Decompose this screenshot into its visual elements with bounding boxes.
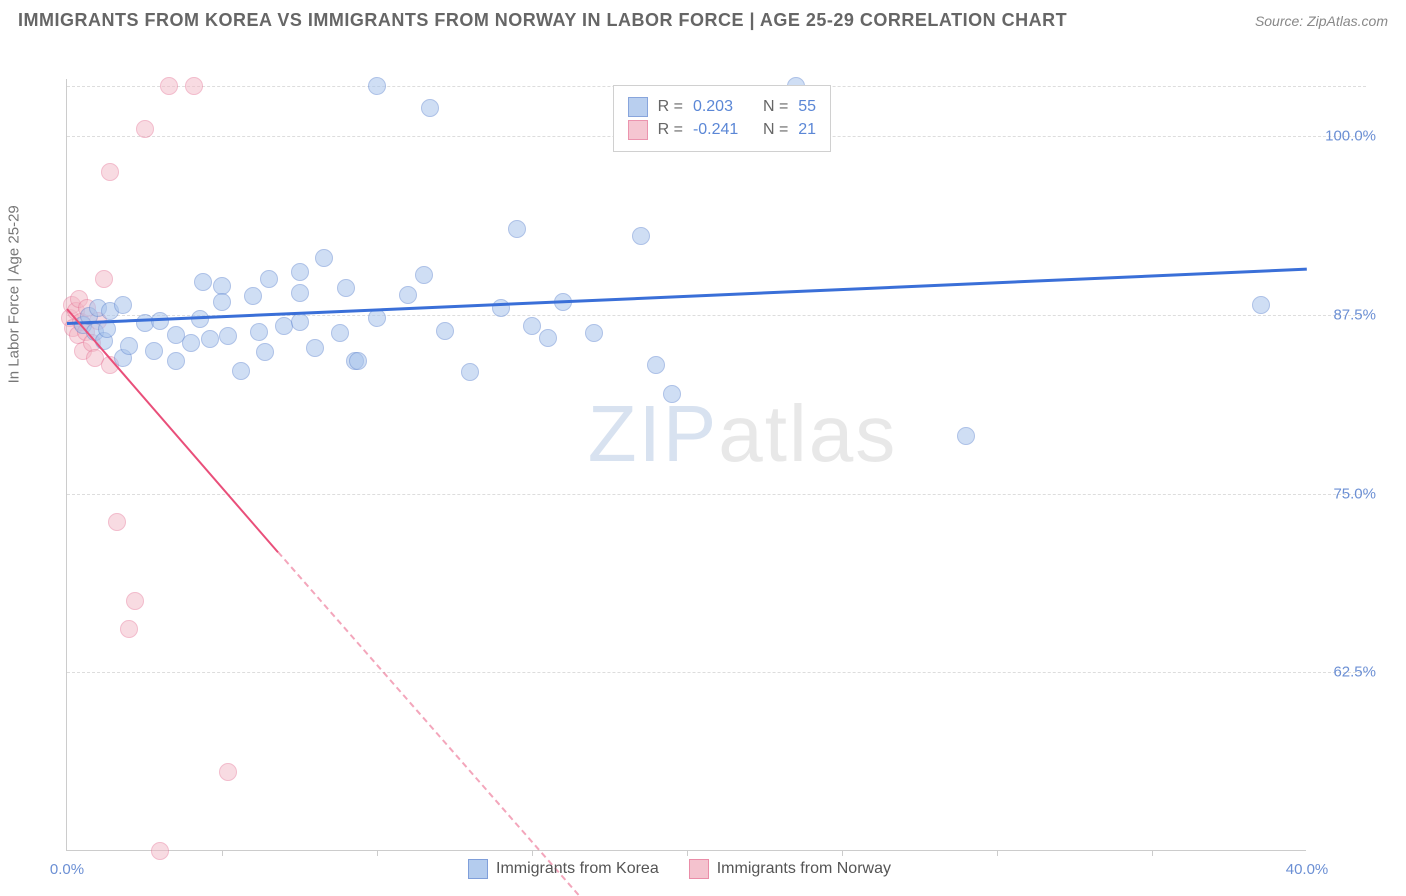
series-legend-label: Immigrants from Korea — [496, 860, 659, 878]
data-point-korea — [291, 284, 309, 302]
legend-n-label: N = — [763, 98, 788, 116]
y-tick-label: 100.0% — [1325, 128, 1376, 145]
data-point-korea — [331, 324, 349, 342]
data-point-korea — [399, 286, 417, 304]
legend-n-value: 21 — [798, 121, 816, 139]
data-point-korea — [368, 77, 386, 95]
chart-source: Source: ZipAtlas.com — [1255, 13, 1388, 29]
data-point-korea — [415, 266, 433, 284]
x-tick-mark — [532, 850, 533, 856]
gridline-horizontal — [67, 494, 1366, 495]
data-point-korea — [291, 263, 309, 281]
legend-r-label: R = — [658, 121, 683, 139]
series-legend-item: Immigrants from Norway — [689, 859, 891, 879]
plot-area: ZIPatlas 62.5%75.0%87.5%100.0%0.0%40.0%R… — [66, 79, 1306, 851]
trend-line-dashed — [277, 551, 579, 895]
data-point-norway — [95, 270, 113, 288]
legend-swatch — [689, 859, 709, 879]
series-legend: Immigrants from Korea Immigrants from Nor… — [468, 859, 891, 879]
data-point-korea — [232, 362, 250, 380]
chart-container: In Labor Force | Age 25-29 ZIPatlas 62.5… — [18, 37, 1388, 891]
data-point-korea — [523, 317, 541, 335]
data-point-korea — [250, 323, 268, 341]
x-tick-label: 0.0% — [50, 861, 84, 878]
data-point-norway — [151, 842, 169, 860]
data-point-korea — [337, 279, 355, 297]
legend-swatch — [628, 120, 648, 140]
series-legend-item: Immigrants from Korea — [468, 859, 659, 879]
data-point-korea — [120, 337, 138, 355]
data-point-korea — [182, 334, 200, 352]
data-point-norway — [185, 77, 203, 95]
data-point-korea — [539, 329, 557, 347]
data-point-korea — [219, 327, 237, 345]
data-point-norway — [160, 77, 178, 95]
data-point-korea — [213, 293, 231, 311]
correlation-legend-row: R = 0.203 N = 55 — [628, 97, 816, 117]
data-point-korea — [244, 287, 262, 305]
data-point-korea — [957, 427, 975, 445]
correlation-legend: R = 0.203 N = 55 R = -0.241 N = 21 — [613, 85, 831, 152]
data-point-norway — [101, 163, 119, 181]
data-point-korea — [1252, 296, 1270, 314]
data-point-korea — [647, 356, 665, 374]
legend-r-label: R = — [658, 98, 683, 116]
x-tick-mark — [687, 850, 688, 856]
legend-swatch — [468, 859, 488, 879]
data-point-korea — [291, 313, 309, 331]
x-tick-mark — [222, 850, 223, 856]
data-point-norway — [120, 620, 138, 638]
data-point-norway — [126, 592, 144, 610]
data-point-korea — [201, 330, 219, 348]
data-point-korea — [663, 385, 681, 403]
y-tick-label: 62.5% — [1333, 664, 1376, 681]
data-point-korea — [145, 342, 163, 360]
data-point-korea — [492, 299, 510, 317]
x-tick-label: 40.0% — [1286, 861, 1329, 878]
chart-title: IMMIGRANTS FROM KOREA VS IMMIGRANTS FROM… — [18, 10, 1067, 31]
legend-n-value: 55 — [798, 98, 816, 116]
data-point-korea — [421, 99, 439, 117]
data-point-korea — [585, 324, 603, 342]
data-point-korea — [306, 339, 324, 357]
x-tick-mark — [997, 850, 998, 856]
y-tick-label: 75.0% — [1333, 485, 1376, 502]
x-tick-mark — [377, 850, 378, 856]
x-tick-mark — [1152, 850, 1153, 856]
data-point-korea — [315, 249, 333, 267]
data-point-korea — [436, 322, 454, 340]
data-point-norway — [108, 513, 126, 531]
data-point-korea — [461, 363, 479, 381]
data-point-korea — [508, 220, 526, 238]
data-point-korea — [260, 270, 278, 288]
gridline-horizontal — [67, 672, 1366, 673]
trend-line — [66, 308, 278, 552]
y-axis-label: In Labor Force | Age 25-29 — [6, 205, 23, 383]
data-point-korea — [114, 296, 132, 314]
data-point-korea — [256, 343, 274, 361]
legend-n-label: N = — [763, 121, 788, 139]
data-point-norway — [219, 763, 237, 781]
x-tick-mark — [842, 850, 843, 856]
legend-r-value: -0.241 — [693, 121, 753, 139]
chart-header: IMMIGRANTS FROM KOREA VS IMMIGRANTS FROM… — [0, 0, 1406, 37]
series-legend-label: Immigrants from Norway — [717, 860, 891, 878]
legend-swatch — [628, 97, 648, 117]
correlation-legend-row: R = -0.241 N = 21 — [628, 120, 816, 140]
data-point-korea — [632, 227, 650, 245]
data-point-korea — [349, 352, 367, 370]
data-point-korea — [167, 352, 185, 370]
data-point-korea — [194, 273, 212, 291]
watermark: ZIPatlas — [588, 388, 897, 480]
data-point-norway — [136, 120, 154, 138]
legend-r-value: 0.203 — [693, 98, 753, 116]
y-tick-label: 87.5% — [1333, 306, 1376, 323]
